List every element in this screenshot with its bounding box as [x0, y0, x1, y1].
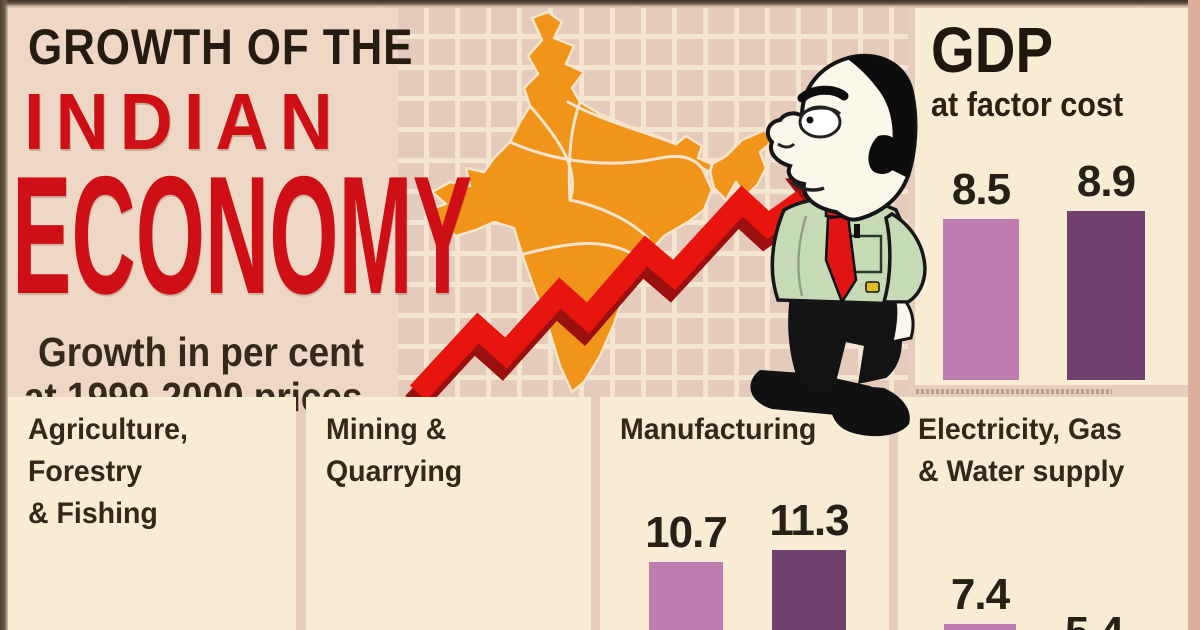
manufacturing-bar-group-1: 10.7	[645, 510, 728, 630]
gdp-bar-1-value: 8.5	[951, 164, 1011, 214]
kicker-text: GROWTH OF THE	[28, 19, 414, 75]
top-border	[0, 0, 1200, 8]
headline-block: GROWTH OF THE INDIAN ECONOMY Growth in p…	[8, 8, 473, 419]
headline-word-indian: INDIAN	[24, 77, 344, 166]
left-border	[0, 0, 8, 630]
panel-manufacturing: Manufacturing 10.7 11.3	[600, 397, 889, 630]
gdp-bar-1	[943, 218, 1019, 380]
gdp-title: GDP	[931, 14, 1054, 86]
panel-agriculture-label: Agriculture, Forestry & Fishing	[28, 413, 188, 530]
manufacturing-bar-1	[649, 561, 723, 630]
right-border	[1188, 0, 1200, 630]
gdp-subtitle: at factor cost	[931, 86, 1124, 124]
manufacturing-bar-2-value: 11.3	[769, 496, 849, 546]
panel-electricity: Electricity, Gas & Water supply 7.4 5.4	[898, 397, 1188, 630]
manufacturing-bar-1-value: 10.7	[645, 507, 728, 557]
electricity-bar-group-2: 5.4	[1058, 611, 1130, 630]
gdp-bar-2-value: 8.9	[1076, 156, 1136, 206]
panel-electricity-label: Electricity, Gas & Water supply	[918, 413, 1125, 488]
electricity-bar-1	[944, 624, 1016, 630]
electricity-bar-1-value: 7.4	[950, 570, 1010, 620]
fine-print-line	[916, 389, 1112, 394]
gdp-panel: GDP at factor cost 8.5 8.9	[915, 8, 1188, 385]
panel-agriculture: Agriculture, Forestry & Fishing	[8, 397, 296, 630]
electricity-bar-2-value: 5.4	[1065, 611, 1124, 630]
panel-mining-label: Mining & Quarrying	[326, 413, 463, 488]
panel-manufacturing-label: Manufacturing	[620, 413, 817, 446]
panel-mining: Mining & Quarrying	[306, 397, 591, 630]
businessman-cartoon	[750, 53, 927, 437]
headline-word-economy: ECONOMY	[12, 141, 473, 329]
manufacturing-bar-2	[772, 550, 846, 630]
gdp-bar-2	[1067, 210, 1145, 380]
manufacturing-bar-group-2: 11.3	[769, 496, 850, 630]
wristwatch-icon	[865, 281, 880, 293]
gdp-bar-group-1: 8.5	[943, 164, 1019, 380]
gdp-bar-group-2: 8.9	[1067, 156, 1145, 380]
electricity-bar-group-1: 7.4	[944, 573, 1016, 630]
